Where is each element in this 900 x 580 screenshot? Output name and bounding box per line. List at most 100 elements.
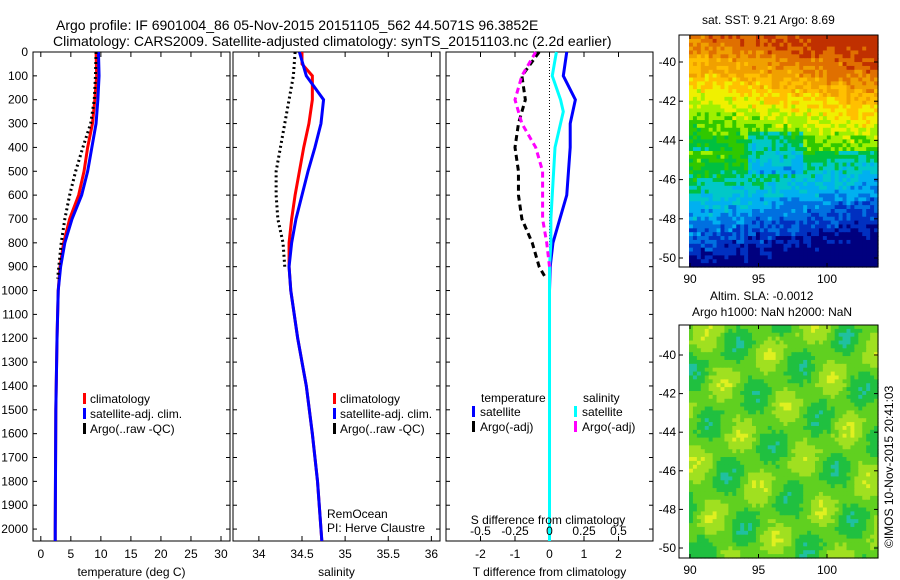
sst-cell	[712, 209, 718, 214]
sst-cell	[700, 236, 706, 241]
sst-cell	[779, 166, 785, 171]
sla-cell	[720, 379, 726, 384]
sst-cell	[834, 209, 840, 214]
sla-cell	[720, 414, 726, 419]
sla-cell	[826, 359, 832, 365]
sla-cell	[708, 336, 714, 342]
sla-cell	[842, 356, 848, 361]
sst-cell	[842, 50, 848, 55]
sst-cell	[826, 239, 832, 245]
sst-cell	[783, 251, 789, 256]
sst-cell	[740, 201, 745, 206]
sst-cell	[752, 255, 757, 260]
sla-cell	[692, 453, 698, 458]
sst-cell	[708, 247, 714, 253]
sla-cell	[704, 379, 710, 384]
sst-cell	[803, 170, 808, 175]
sla-cell	[779, 468, 785, 474]
sst-cell	[767, 120, 773, 125]
sla-cell	[692, 433, 698, 439]
sla-cell	[752, 379, 757, 384]
sla-cell	[740, 410, 745, 415]
sst-cell	[708, 212, 714, 218]
sst-cell	[842, 255, 848, 260]
sla-cell	[850, 453, 855, 458]
sla-cell	[874, 457, 879, 462]
sst-cell	[700, 185, 706, 191]
sla-cell	[838, 464, 844, 470]
sla-cell	[811, 344, 816, 349]
sla-cell	[811, 414, 816, 419]
sst-cell	[700, 170, 706, 175]
sst-cell	[834, 228, 840, 233]
y-tick-label: 1400	[1, 379, 28, 393]
sla-cell	[712, 344, 718, 349]
sst-cell	[807, 189, 812, 195]
y-tick-label: 1900	[1, 498, 28, 512]
sla-cell	[830, 406, 836, 412]
sst-cell	[696, 38, 702, 44]
sst-cell	[858, 255, 863, 260]
sla-cell	[783, 441, 789, 446]
sla-cell	[779, 457, 785, 462]
sst-cell	[740, 158, 745, 164]
sst-cell	[755, 96, 761, 102]
sla-cell	[858, 406, 863, 412]
sst-cell	[850, 38, 855, 44]
sst-cell	[779, 212, 785, 218]
sla-cell	[834, 352, 840, 357]
sst-cell	[811, 189, 816, 195]
sst-cell	[752, 197, 757, 202]
sst-cell	[787, 247, 792, 253]
sla-cell	[748, 433, 753, 439]
sst-cell	[740, 232, 745, 237]
sst-cell	[759, 181, 765, 187]
sst-cell	[850, 170, 855, 175]
series-line-s-argo--adj-	[513, 51, 551, 267]
sst-cell	[752, 89, 757, 94]
sst-cell	[854, 174, 859, 179]
sst-cell	[787, 209, 792, 214]
sst-cell	[775, 166, 781, 171]
sla-cell	[748, 402, 753, 408]
sst-cell	[755, 108, 761, 113]
sst-cell	[803, 197, 808, 202]
sst-cell	[712, 201, 718, 206]
sst-cell	[740, 108, 745, 113]
sst-cell	[799, 247, 804, 253]
sst-cell	[752, 123, 757, 129]
sst-cell	[818, 151, 824, 156]
sst-cell	[771, 243, 777, 249]
sla-cell	[696, 340, 702, 346]
sst-cell	[732, 100, 737, 106]
sla-cell	[854, 406, 859, 412]
sst-cell	[755, 170, 761, 175]
sst-cell	[759, 120, 765, 125]
sla-cell	[775, 367, 781, 373]
sst-cell	[716, 216, 722, 222]
sst-cell	[752, 174, 757, 179]
sst-cell	[870, 193, 875, 198]
sst-cell	[728, 123, 733, 129]
sst-cell	[787, 35, 792, 40]
sst-cell	[740, 228, 745, 233]
sla-cell	[712, 391, 718, 396]
sst-cell	[696, 81, 702, 86]
sst-cell	[807, 73, 812, 79]
sla-cell	[763, 336, 769, 342]
sst-cell	[712, 73, 718, 79]
sst-cell	[783, 100, 789, 106]
sst-cell	[818, 96, 824, 102]
sst-cell	[720, 58, 726, 63]
sst-cell	[696, 120, 702, 125]
sst-cell	[775, 69, 781, 75]
sst-cell	[803, 81, 808, 86]
sst-cell	[740, 185, 745, 191]
sla-cell	[854, 460, 859, 466]
sla-cell	[842, 441, 848, 446]
sst-cell	[724, 35, 729, 40]
sla-cell	[704, 394, 710, 400]
sst-cell	[748, 93, 753, 98]
sst-cell	[838, 54, 844, 59]
sst-cell	[846, 58, 852, 63]
